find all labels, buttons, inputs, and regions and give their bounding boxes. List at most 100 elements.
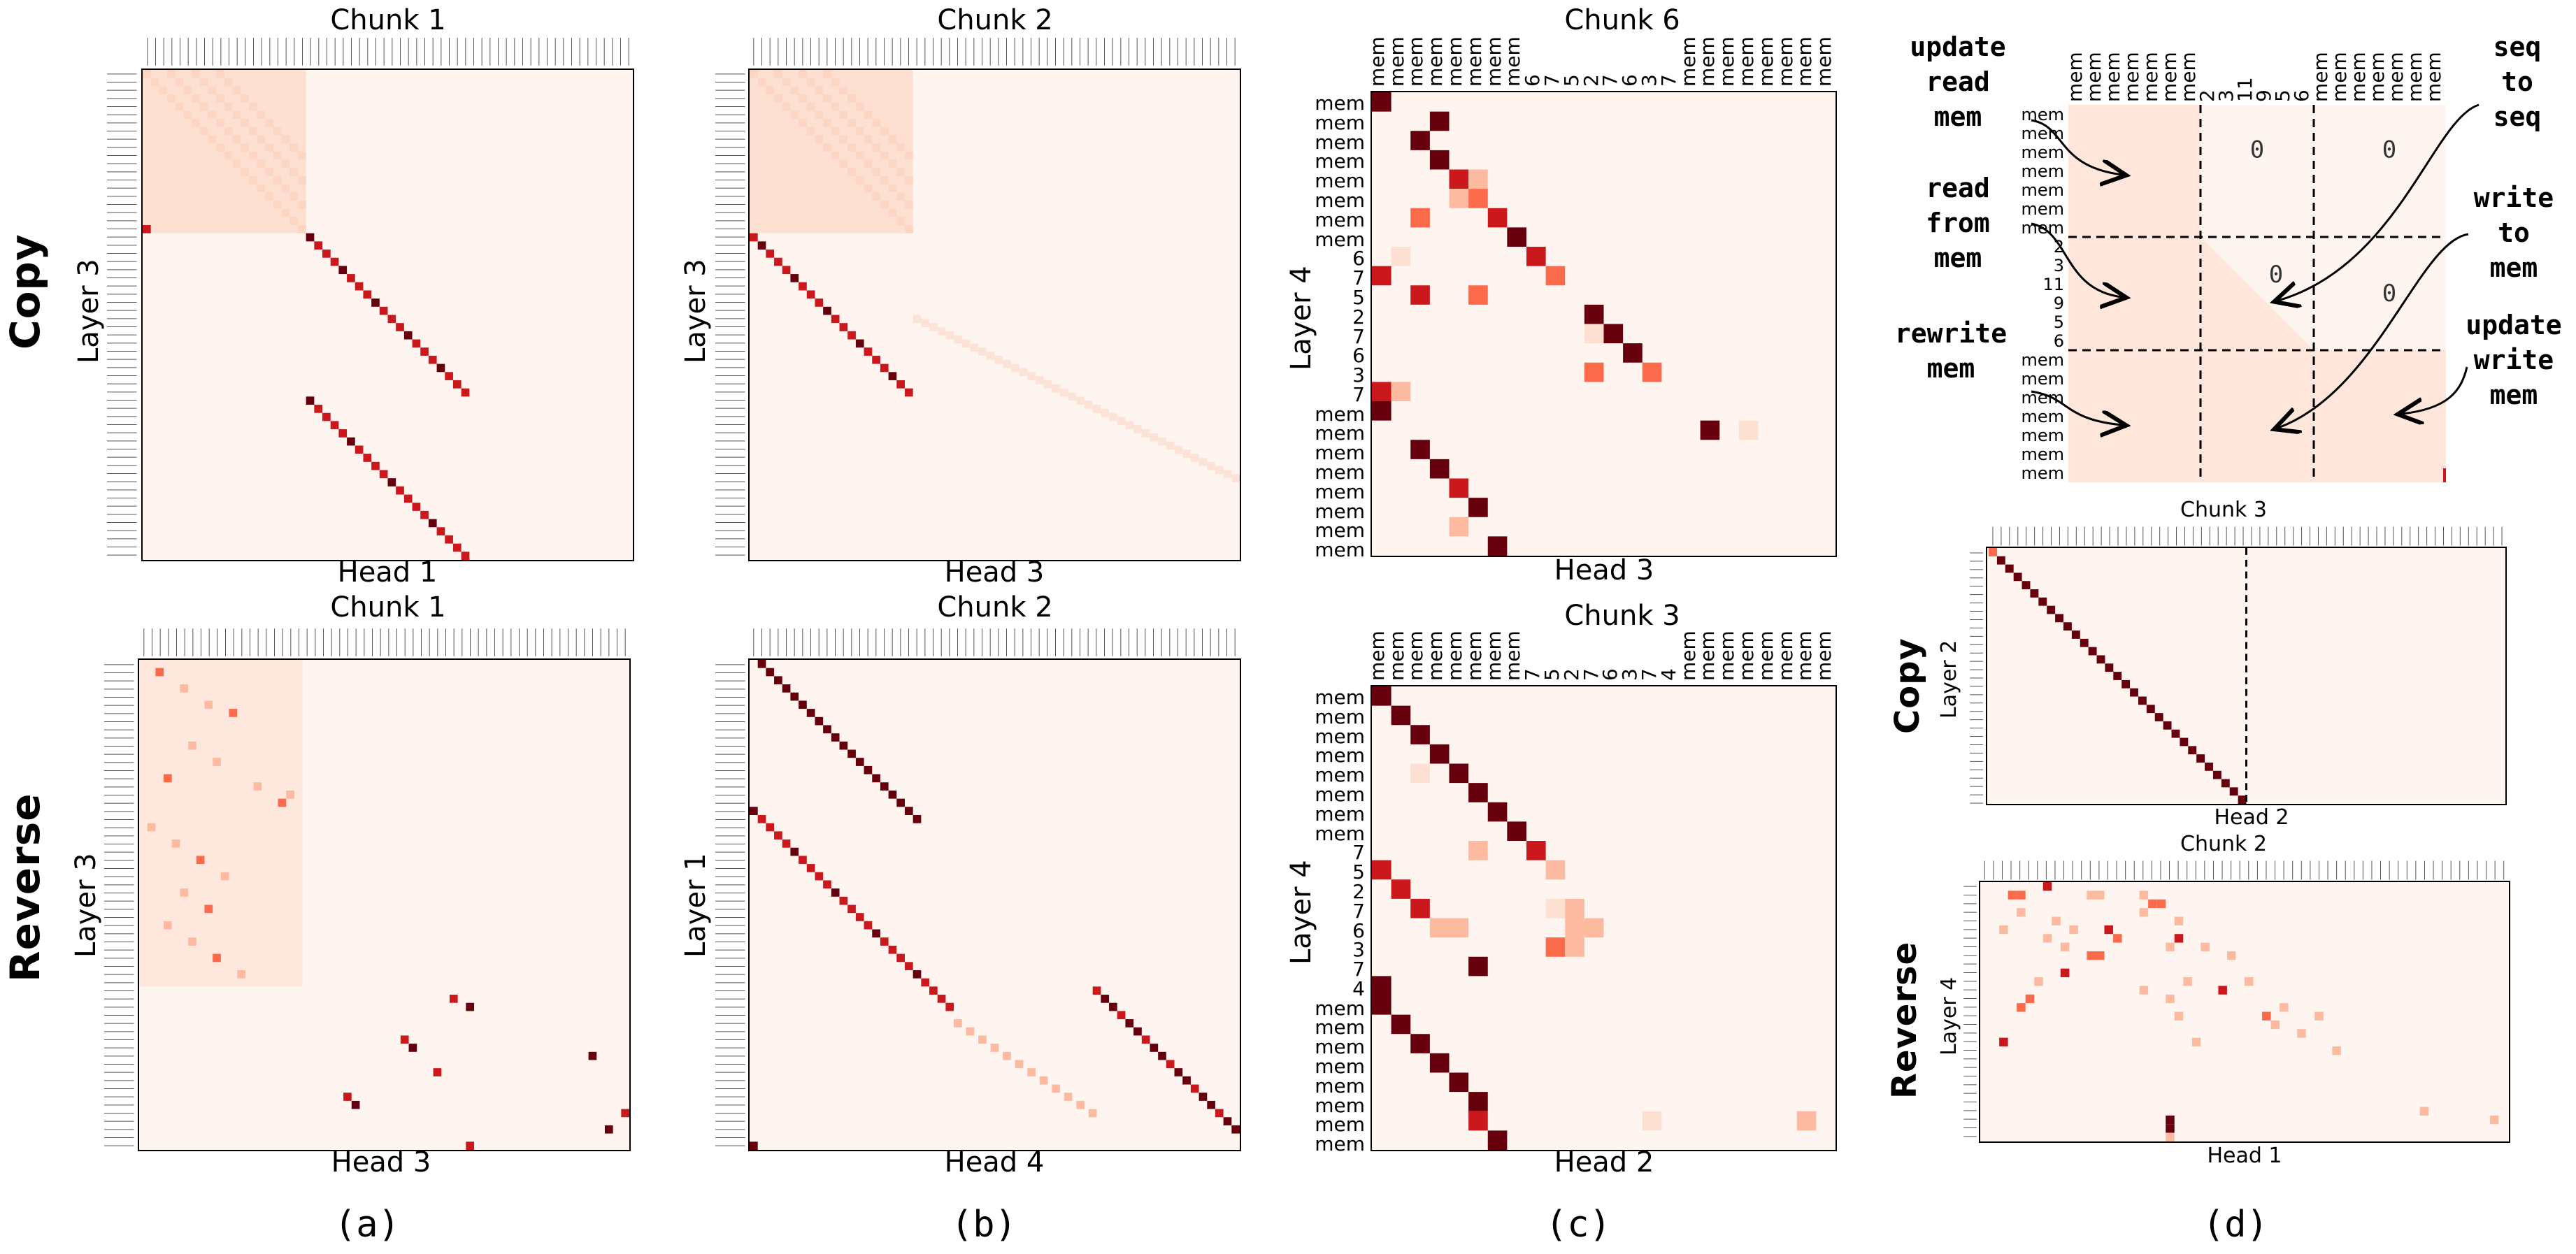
diag-cell (445, 372, 453, 380)
heatmap-cell (2489, 1115, 2499, 1125)
diag-faint (864, 110, 873, 120)
diag-faint (1027, 1068, 1036, 1076)
heatmap-cell (1507, 227, 1526, 247)
row-tick: mem (1315, 1132, 1365, 1156)
diag-faint (224, 78, 233, 87)
panel-title: Chunk 2 (2180, 832, 2267, 856)
diag-cell (913, 970, 922, 979)
heatmap-cell (1449, 169, 1469, 189)
diag-cell (1215, 1109, 1224, 1118)
heatmap-cell (1468, 1111, 1488, 1131)
heatmap-cell (2191, 1037, 2201, 1046)
row-tick: mem (2021, 180, 2064, 200)
diag-faint (257, 184, 266, 193)
diag-faint (1043, 380, 1052, 389)
diag-faint (297, 151, 306, 160)
scatter-cell (408, 1044, 417, 1052)
tick-labels-top (1980, 860, 2508, 881)
diag-cell (396, 323, 404, 331)
annotation-line: seq (2493, 101, 2542, 132)
heatmap-cell (2139, 891, 2149, 900)
diag-faint (1052, 384, 1060, 393)
row-tick: 5 (1352, 860, 1365, 884)
diag-faint (216, 94, 224, 103)
annotation-line: mem (1926, 353, 1975, 384)
scatter-cell (343, 1093, 352, 1101)
diag-faint (1166, 441, 1175, 450)
diag-cell (322, 250, 331, 258)
annotation-line: read (1926, 173, 1990, 203)
diag-faint (241, 94, 249, 103)
diag-faint (175, 102, 184, 111)
diag-faint (872, 119, 880, 127)
diag-faint (1231, 474, 1240, 483)
diag-cell (921, 978, 930, 987)
diag-faint (232, 86, 241, 95)
row-tick: mem (2021, 463, 2064, 483)
diag-cell (2038, 597, 2047, 606)
heatmap-cell (1468, 189, 1488, 208)
diag-faint (248, 175, 257, 185)
diag-cell (461, 388, 470, 397)
region-memory-block (139, 660, 303, 987)
heatmap-cell (2314, 1011, 2324, 1021)
heatmap-cell (1410, 440, 1430, 459)
heatmap-cell (1468, 285, 1488, 305)
diag-cell (306, 233, 315, 242)
row-tick: mem (1315, 402, 1365, 426)
diag-faint (774, 70, 782, 78)
diag-faint (1117, 417, 1126, 426)
diag-cell (2071, 630, 2080, 639)
row-tick: mem (2021, 105, 2064, 124)
diag-faint (913, 315, 922, 324)
diag-faint (241, 168, 249, 176)
heatmap-cell (2166, 1124, 2175, 1133)
heatmap-cell (2166, 1132, 2175, 1141)
heatmap-cell (1584, 324, 1604, 344)
heatmap-cell (1372, 686, 1391, 706)
diag-faint (159, 86, 168, 95)
diag-faint (831, 151, 840, 160)
col-tick: 7 (1637, 668, 1661, 681)
heatmap-cell (1391, 382, 1411, 401)
diag-faint (782, 78, 791, 87)
diag-faint (847, 94, 856, 103)
scatter-cell (621, 1109, 629, 1118)
heatmap-cell (1565, 937, 1584, 957)
diag-faint (232, 159, 241, 168)
diag-cell (2229, 787, 2238, 796)
diag-cell (2196, 754, 2205, 763)
panel-title: Chunk 2 (937, 591, 1053, 624)
heatmap-cell (2087, 951, 2096, 960)
row-tick: mem (1315, 150, 1365, 173)
diag-cell (790, 692, 799, 701)
diag-faint (929, 323, 938, 331)
heatmap-cell (1391, 705, 1411, 726)
diag-faint (1064, 1093, 1073, 1101)
row-tick: mem (2021, 407, 2064, 426)
diag-cell (330, 421, 339, 430)
diag-cell (888, 945, 897, 954)
diag-faint (864, 184, 873, 193)
diag-faint (192, 70, 200, 78)
row-tick: mem (1315, 421, 1365, 445)
diag-faint (954, 335, 962, 344)
diag-faint (1215, 466, 1224, 475)
diag-cell (782, 684, 791, 693)
diag-faint (1068, 392, 1077, 401)
heatmap-cell (2226, 951, 2236, 960)
diag-cell (1190, 1084, 1199, 1093)
tick-labels-top (750, 36, 1239, 67)
diag-cell (1101, 995, 1110, 1003)
diag-faint (1059, 388, 1068, 397)
diag-cell (2013, 572, 2022, 582)
axis-xlabel: Head 2 (1554, 1146, 1654, 1179)
diag-faint (1174, 445, 1183, 454)
diag-faint (208, 86, 217, 95)
diag-cell (1174, 1068, 1183, 1076)
heatmap-cell (2113, 934, 2122, 943)
diag-faint (289, 143, 298, 152)
diag-faint (248, 102, 257, 111)
highlight-cell (143, 224, 151, 233)
heatmap-cell (1372, 860, 1391, 880)
